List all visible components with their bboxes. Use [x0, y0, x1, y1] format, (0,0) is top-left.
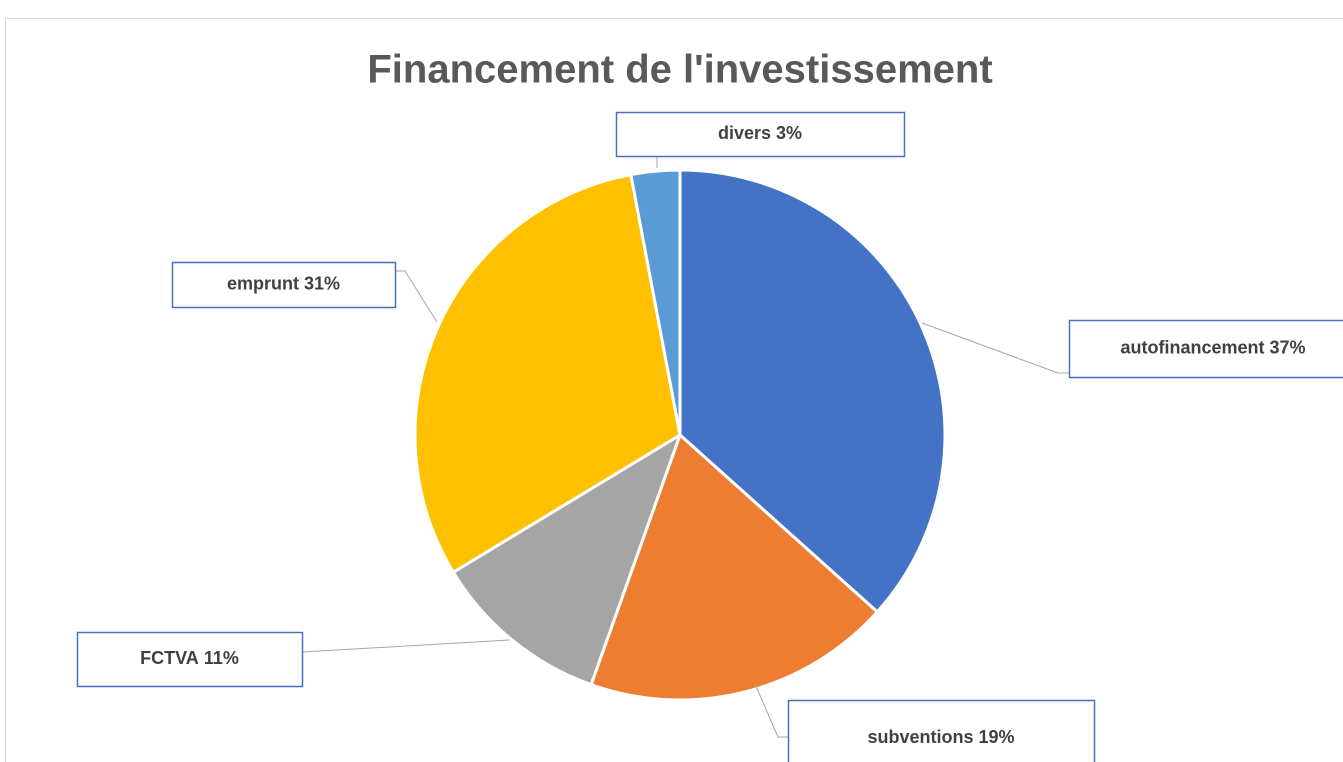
label-box — [1068, 319, 1343, 379]
pie-slice — [629, 168, 682, 437]
label-box — [171, 261, 397, 309]
data-label: emprunt 31% — [227, 273, 340, 293]
label-box — [76, 631, 304, 688]
leader-line — [301, 639, 511, 653]
data-label: autofinancement 37% — [1120, 337, 1305, 357]
data-label: divers 3% — [718, 123, 802, 143]
data-labels: autofinancement 37% subventions 19% FCTVA … — [76, 111, 1343, 762]
data-label-category: subventions — [867, 727, 973, 747]
leader-line — [395, 270, 438, 323]
data-label-category: emprunt — [227, 273, 299, 293]
pie-slice — [589, 433, 879, 702]
data-label-category: FCTVA — [140, 648, 199, 668]
leader-line — [921, 322, 1069, 374]
chart-title: Financement de l'investissement — [367, 48, 992, 92]
data-label: subventions 19% — [867, 727, 1014, 747]
data-label-value: 31% — [304, 273, 340, 293]
data-label-value: 19% — [979, 727, 1015, 747]
data-label: FCTVA 11% — [140, 648, 239, 668]
pie — [413, 168, 947, 702]
data-label-category: autofinancement — [1120, 337, 1264, 357]
pie-slice — [678, 168, 947, 614]
data-label-value: 3% — [776, 123, 802, 143]
pie-slice — [413, 173, 682, 574]
data-label-category: divers — [718, 123, 771, 143]
label-box — [787, 699, 1096, 762]
leader-line — [754, 683, 788, 738]
pie-slice — [451, 433, 682, 687]
label-box — [615, 111, 906, 158]
data-label-value: 37% — [1270, 337, 1306, 357]
data-label-value: 11% — [204, 648, 239, 668]
